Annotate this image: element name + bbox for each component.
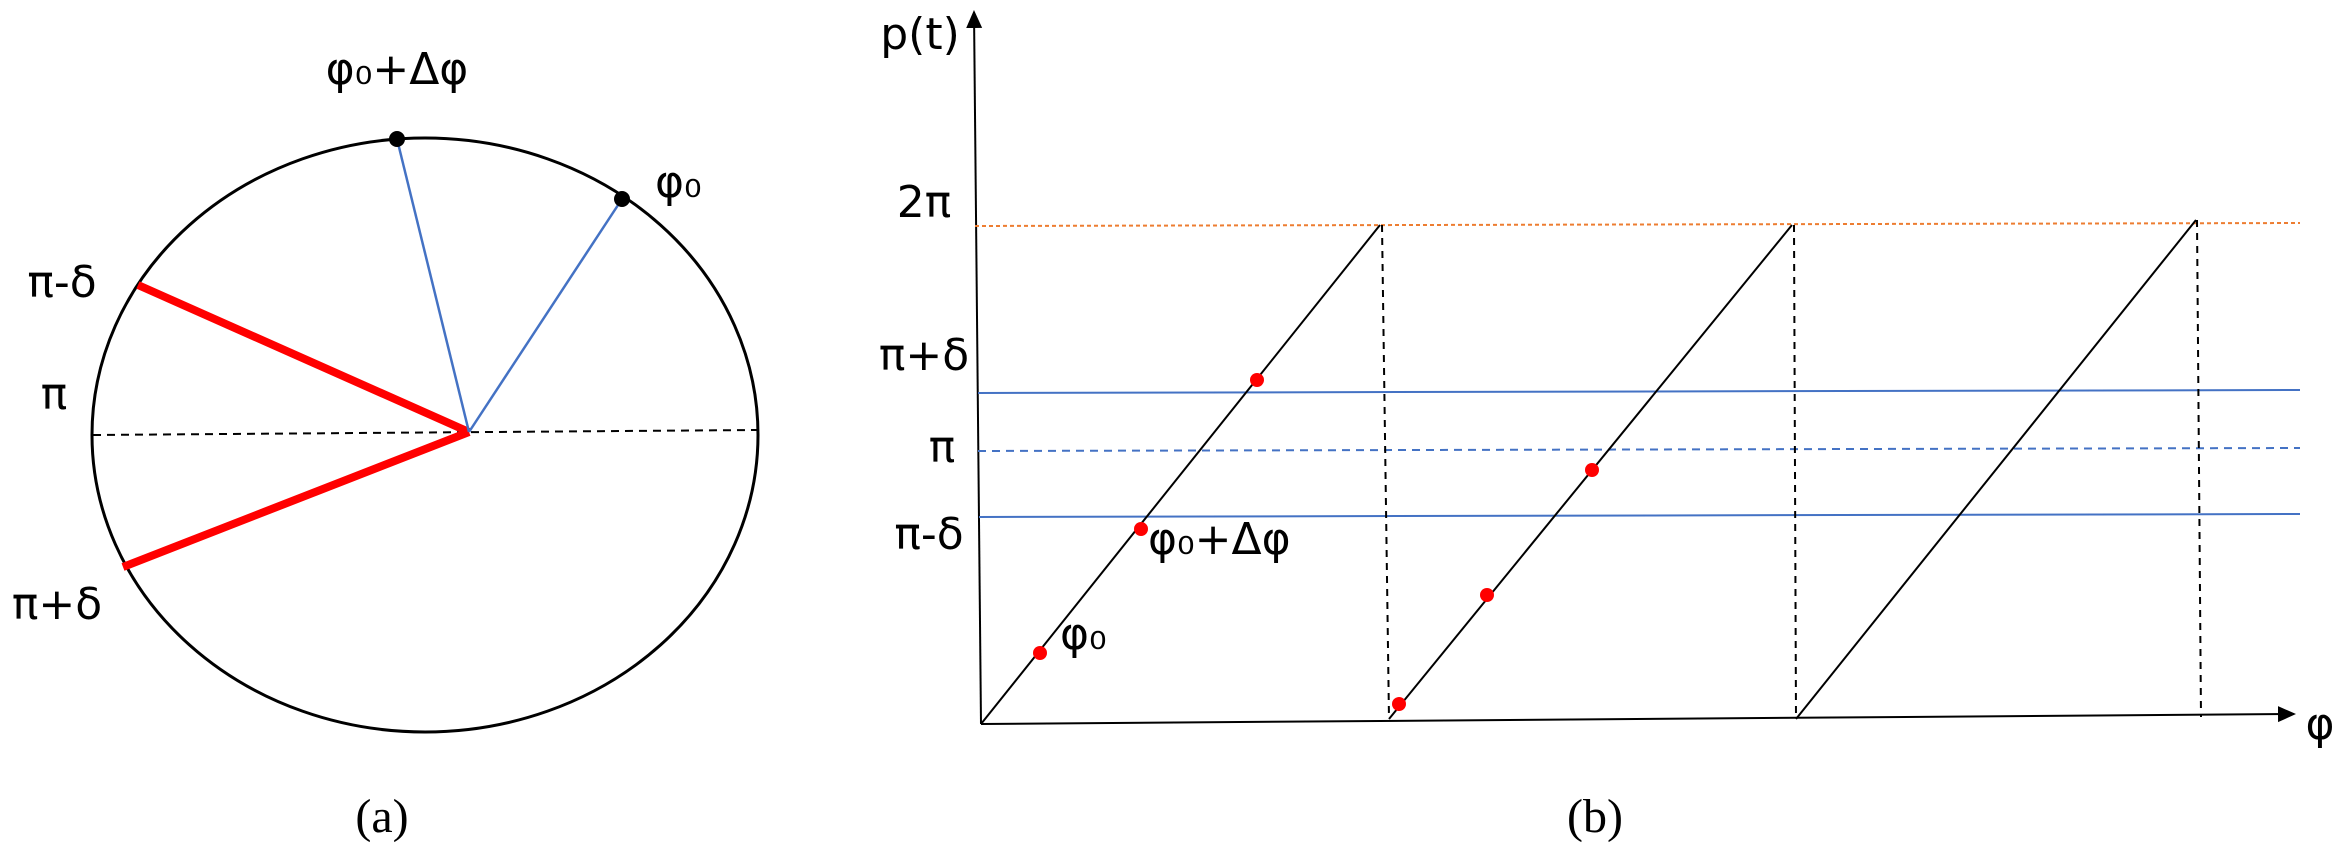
label: π+δ (12, 579, 102, 630)
label: φ₀ (655, 157, 702, 208)
panel-a: φ₀+Δφ φ₀ π-δ π π+δ (a) (12, 44, 760, 843)
label: π (41, 369, 68, 420)
point (614, 191, 630, 207)
x-axis (980, 706, 2296, 725)
y-label: 2π (897, 177, 951, 228)
red-point (1250, 373, 1264, 387)
label: π-δ (27, 257, 96, 308)
drop-line (2196, 219, 2202, 718)
point-label: φ₀ (1060, 609, 1107, 660)
x-axis-label: φ (2305, 699, 2334, 750)
y-label: π+δ (879, 330, 969, 381)
level-line (977, 389, 2301, 394)
caption: (b) (1567, 790, 1623, 843)
point-label: φ₀+Δφ (1148, 514, 1291, 565)
panel-b: p(t) φ 2π π+δ π π-δ φ₀+Δφ φ₀ (b) (879, 9, 2335, 843)
level-line (974, 222, 2301, 227)
y-axis-label: p(t) (880, 9, 960, 60)
blue-radius (467, 198, 624, 433)
pi-axis (92, 429, 758, 436)
drop-line (1793, 224, 1797, 720)
label: φ₀+Δφ (326, 44, 469, 95)
drop-line (1381, 224, 1390, 720)
red-point (1033, 646, 1047, 660)
ramp (1795, 219, 2197, 720)
red-point (1392, 697, 1406, 711)
level-line (977, 447, 2301, 452)
red-radius (121, 428, 471, 571)
red-point (1480, 588, 1494, 602)
red-radius (136, 281, 471, 436)
caption: (a) (355, 790, 408, 843)
y-axis (966, 10, 983, 725)
red-point (1585, 463, 1599, 477)
circle (90, 136, 760, 734)
ramp (980, 224, 1381, 725)
y-label: π (929, 422, 956, 473)
level-line (978, 513, 2301, 518)
y-label: π-δ (894, 509, 963, 560)
point (389, 131, 405, 147)
red-point (1134, 522, 1148, 536)
blue-radius (395, 138, 471, 433)
